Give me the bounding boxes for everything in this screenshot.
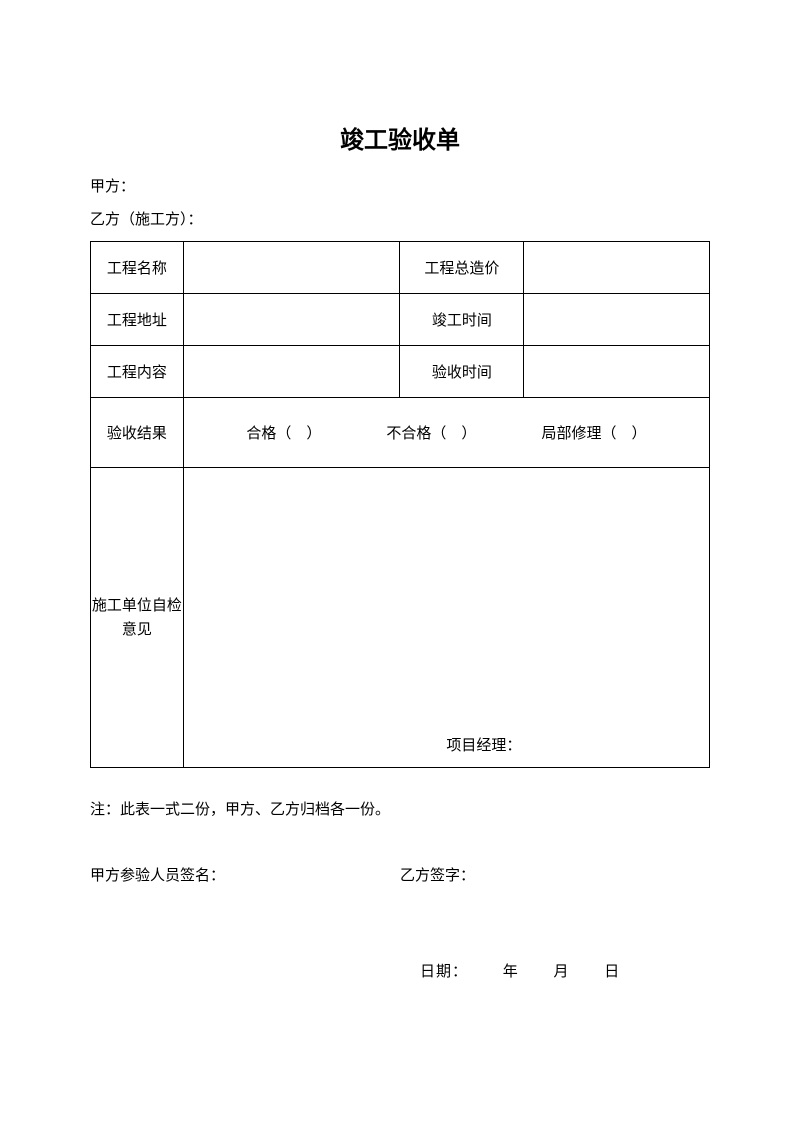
table-row: 工程地址 竣工时间 — [91, 294, 710, 346]
option-fail[interactable]: 不合格（ ） — [386, 422, 476, 443]
date-year: 年 — [503, 964, 519, 980]
party-b-signature: 乙方签字： — [400, 864, 710, 885]
party-b-line: 乙方（施工方）： — [90, 208, 710, 229]
opinion-row: 施工单位自检意见 项目经理： — [91, 468, 710, 768]
project-name-value[interactable] — [183, 242, 400, 294]
total-cost-value[interactable] — [524, 242, 710, 294]
total-cost-label: 工程总造价 — [400, 242, 524, 294]
option-pass[interactable]: 合格（ ） — [246, 422, 321, 443]
date-line: 日期： 年 月 日 — [90, 960, 710, 981]
opinion-label: 施工单位自检意见 — [91, 594, 183, 642]
party-a-signature: 甲方参验人员签名： — [90, 864, 400, 885]
result-options-cell: 合格（ ） 不合格（ ） 局部修理（ ） — [183, 398, 709, 468]
opinion-value-cell[interactable]: 项目经理： — [183, 468, 709, 768]
result-row: 验收结果 合格（ ） 不合格（ ） 局部修理（ ） — [91, 398, 710, 468]
footer-note: 注：此表一式二份，甲方、乙方归档各一份。 — [90, 798, 710, 819]
project-address-value[interactable] — [183, 294, 400, 346]
project-content-value[interactable] — [183, 346, 400, 398]
result-label: 验收结果 — [91, 398, 184, 468]
completion-time-label: 竣工时间 — [400, 294, 524, 346]
table-row: 工程内容 验收时间 — [91, 346, 710, 398]
project-name-label: 工程名称 — [91, 242, 184, 294]
option-partial-repair[interactable]: 局部修理（ ） — [541, 422, 646, 443]
signature-row: 甲方参验人员签名： 乙方签字： — [90, 864, 710, 885]
project-manager-label: 项目经理： — [446, 734, 521, 755]
acceptance-time-label: 验收时间 — [400, 346, 524, 398]
acceptance-time-value[interactable] — [524, 346, 710, 398]
completion-time-value[interactable] — [524, 294, 710, 346]
table-row: 工程名称 工程总造价 — [91, 242, 710, 294]
date-day: 日 — [604, 964, 620, 980]
document-title: 竣工验收单 — [90, 120, 710, 155]
project-content-label: 工程内容 — [91, 346, 184, 398]
opinion-label-cell: 施工单位自检意见 — [91, 468, 184, 768]
party-a-line: 甲方： — [90, 175, 710, 196]
project-address-label: 工程地址 — [91, 294, 184, 346]
date-month: 月 — [554, 964, 570, 980]
date-prefix: 日期： — [420, 964, 468, 980]
acceptance-table: 工程名称 工程总造价 工程地址 竣工时间 工程内容 验收时间 验收结果 合格（ … — [90, 241, 710, 768]
